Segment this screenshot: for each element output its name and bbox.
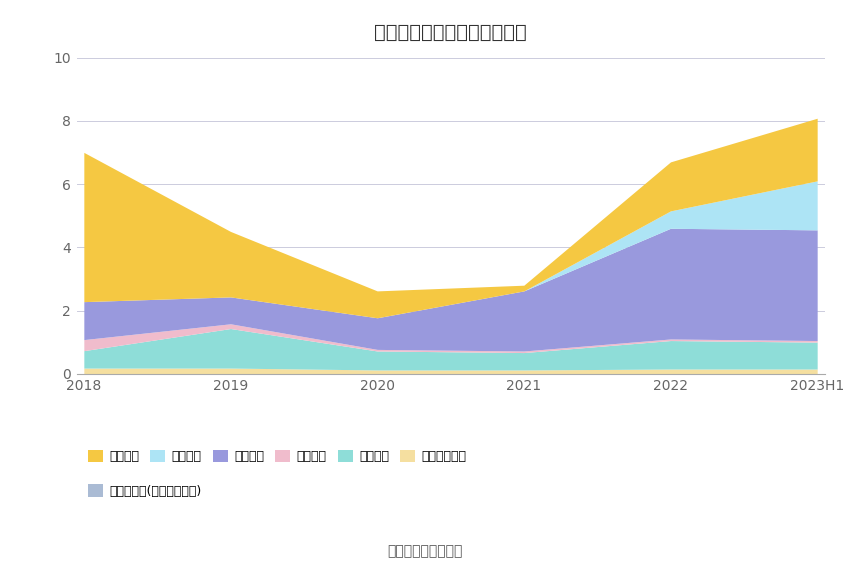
- Title: 历年主要负债堆积图（亿元）: 历年主要负债堆积图（亿元）: [374, 23, 527, 42]
- Text: 数据来源：恒生聚源: 数据来源：恒生聚源: [388, 544, 462, 558]
- Legend: 其他应付款(含利息和股利): 其他应付款(含利息和股利): [82, 479, 207, 503]
- Legend: 短期借款, 应付票据, 应付账款, 预收款项, 合同负债, 应付职工薪酬: 短期借款, 应付票据, 应付账款, 预收款项, 合同负债, 应付职工薪酬: [82, 444, 472, 468]
